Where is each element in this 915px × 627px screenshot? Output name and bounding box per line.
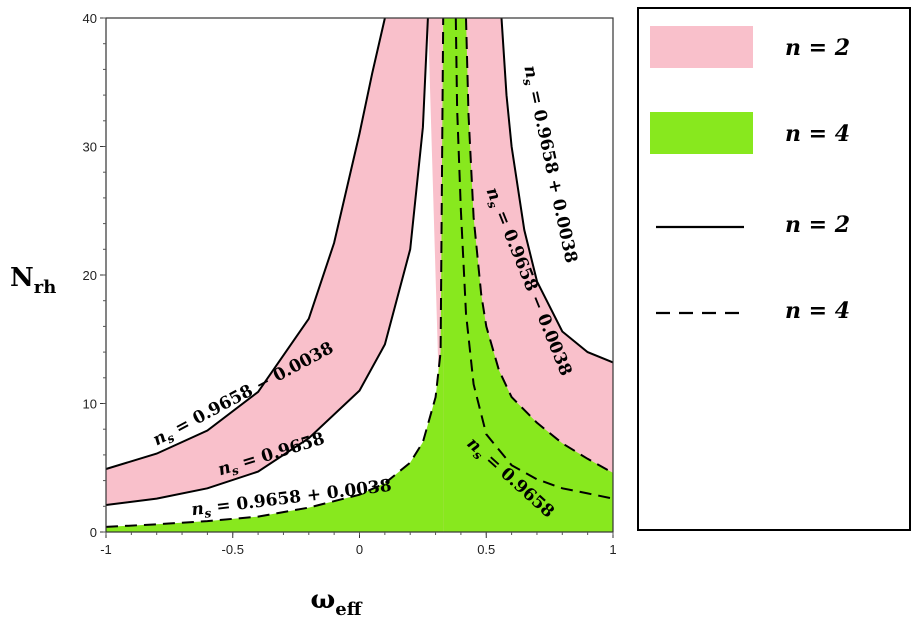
region-n4-right — [443, 18, 613, 532]
y-tick-label: 0 — [90, 525, 97, 540]
legend-swatch-0 — [650, 26, 753, 68]
region-n2-left — [106, 18, 428, 505]
y-tick-label: 20 — [83, 268, 97, 283]
legend: n = 2 n = 4 n = 2 n = 4 — [650, 26, 850, 324]
curve-n4-2 — [465, 17, 614, 474]
legend-swatch-1 — [650, 112, 753, 154]
y-tick-label: 10 — [83, 397, 97, 412]
curve-n2-2 — [500, 17, 614, 364]
x-tick-label: 0 — [356, 542, 363, 557]
curve-n4-1 — [454, 17, 614, 500]
region-fills — [106, 18, 613, 532]
y-tick-label: 30 — [83, 140, 97, 155]
constraint-curves — [105, 17, 614, 528]
curve-n2-0 — [105, 17, 386, 470]
x-tick-label: 1 — [609, 542, 616, 557]
legend-box — [637, 7, 911, 531]
x-tick-label: 0.5 — [477, 542, 495, 557]
legend-label-0: n = 2 — [785, 35, 850, 61]
legend-label-3: n = 4 — [785, 298, 850, 324]
y-axis-title: Nrh — [10, 263, 56, 298]
x-axis-title: ωeff — [311, 585, 363, 620]
region-n4-left — [106, 18, 444, 532]
y-tick-label: 40 — [83, 11, 97, 26]
x-tick-label: -1 — [100, 542, 112, 557]
curve-label-3: ns = 0.9658 + 0.0038 — [517, 64, 580, 266]
x-tick-label: -0.5 — [222, 542, 244, 557]
curve-n4-0 — [105, 17, 445, 528]
legend-label-1: n = 4 — [785, 121, 850, 147]
legend-label-2: n = 2 — [785, 212, 850, 238]
curve-n2-1 — [105, 17, 429, 506]
